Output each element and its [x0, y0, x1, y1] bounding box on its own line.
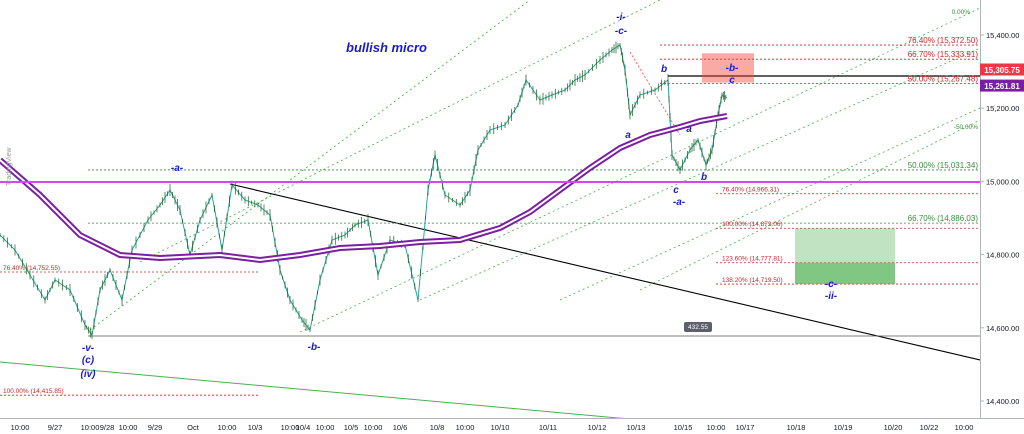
red-dashed-line: [629, 51, 681, 136]
ma-inner: [0, 115, 728, 262]
x-tick-label: 10/10: [491, 423, 510, 432]
wave-label: -b-: [308, 342, 321, 353]
x-axis-ticks: 10:00 9/27 10:00 9/28 10:00 9/29 Oct 10:00 10/3 1…: [11, 423, 974, 432]
x-tick-label: 10:00: [456, 423, 475, 432]
wave-label: c: [673, 185, 679, 196]
price-series: [0, 41, 728, 339]
small-labels: 0.00% -50.00% 432.55: [684, 9, 978, 332]
x-tick-label: 10:00: [955, 423, 974, 432]
wave-label: b: [701, 172, 707, 183]
wave-label: -a-: [171, 163, 184, 174]
price-tag-bg: [980, 63, 1024, 76]
wave-label: -v-: [82, 343, 95, 354]
wave-label: -c-: [825, 279, 838, 290]
wave-label: a: [686, 124, 692, 135]
x-tick-label: 10/5: [344, 423, 359, 432]
zones: [702, 53, 895, 285]
wave-label: -b-: [726, 63, 739, 74]
x-tick-label: 10:00: [316, 423, 335, 432]
black-trend-line: [229, 183, 980, 361]
wave-label: (iv): [81, 369, 97, 380]
y-axis-ticks: 15,400.00 15,200.00 15,000.00 14,800.00 14,6…: [980, 31, 1019, 406]
x-tick-label: 10/3: [248, 423, 263, 432]
fib-level-label: 66.70% (15,333.91): [908, 50, 979, 59]
y-tick-label: 15,200.00: [986, 104, 1019, 113]
annotation-title: bullish micro: [346, 40, 427, 55]
wave-labels: -i--c--a--v-(c)(iv)-b--b-cbaabc-a--c--ii…: [81, 12, 838, 380]
y-tick-label: 14,600.00: [986, 324, 1019, 333]
x-tick-label: 10/8: [430, 423, 445, 432]
x-tick-label: Oct: [187, 423, 200, 432]
x-tick-label: 10:00: [119, 423, 138, 432]
price-tag-label: 15,305.75: [984, 66, 1020, 75]
wave-label: c: [729, 75, 735, 86]
small-label: 0.00%: [952, 9, 971, 16]
x-tick-label: 9/29: [148, 423, 163, 432]
plot-area: [0, 0, 980, 418]
x-tick-label: 10:00: [81, 423, 100, 432]
small-label: 432.55: [688, 324, 708, 331]
y-tick-label: 14,800.00: [986, 251, 1019, 260]
fib-level-label: 76.40% (14,752.55): [3, 265, 60, 272]
small-label: -50.00%: [954, 124, 978, 131]
fib-level-label: 123.60% (14,777.81): [722, 256, 783, 263]
fib-level-label: 66.70% (14,886.03): [908, 214, 979, 223]
fib-level-label: 138.20% (14,719.50): [722, 277, 783, 284]
fib-level-label: 50.00% (15,267.48): [908, 75, 979, 84]
x-tick-label: 10/12: [588, 423, 607, 432]
x-tick-label: 10:00: [707, 423, 726, 432]
x-tick-label: 10/19: [834, 423, 853, 432]
measure-badge: [684, 322, 712, 332]
green-trend-line: [0, 361, 624, 418]
x-tick-label: 9/27: [48, 423, 63, 432]
price-tag-bg: [980, 79, 1024, 92]
x-tick-label: 10/18: [787, 423, 806, 432]
x-tick-label: 10/13: [627, 423, 646, 432]
wave-label: -i-: [616, 12, 626, 23]
x-tick-label: 10/15: [674, 423, 693, 432]
price-tags: 15,305.75 15,261.81: [980, 63, 1024, 92]
target-zone-lower: [795, 262, 895, 285]
wave-label: a: [625, 130, 631, 141]
fib-level-label: 76.40% (15,372.50): [908, 36, 979, 45]
watermark: TradingView: [6, 147, 13, 186]
resistance-zone: [702, 53, 754, 83]
wave-label: -c-: [615, 26, 628, 37]
price-tag-label: 15,261.81: [984, 82, 1020, 91]
fib-level-label: 76.40% (14,966.31): [722, 187, 779, 194]
fib-level-label: 50.00% (15,031.34): [908, 161, 979, 170]
wave-label: -ii-: [825, 291, 838, 302]
wave-label: -a-: [673, 197, 686, 208]
y-tick-label: 15,000.00: [986, 177, 1019, 186]
x-tick-label: 10:00: [364, 423, 383, 432]
x-tick-label: 10:00: [281, 423, 300, 432]
wave-label: (c): [82, 355, 95, 366]
fib-levels: 76.40% (15,372.50) 66.70% (15,333.91) 50.0…: [0, 36, 980, 396]
x-tick-label: 10/4: [296, 423, 311, 432]
x-tick-label: 10:00: [11, 423, 30, 432]
x-tick-label: 10/6: [393, 423, 408, 432]
x-tick-label: 10/22: [920, 423, 939, 432]
fib-level-label: 100.00% (14,415.85): [3, 388, 64, 395]
price-bars: [0, 41, 727, 339]
y-tick-label: 15,400.00: [986, 31, 1019, 40]
fib-level-label: 100.00% (14,872.06): [722, 221, 783, 228]
y-tick-label: 14,400.00: [986, 397, 1019, 406]
x-tick-label: 10/11: [539, 423, 557, 432]
target-zone-upper: [795, 228, 895, 263]
x-tick-label: 10/20: [884, 423, 903, 432]
wave-label: b: [661, 64, 667, 75]
x-tick-label: 10:00: [218, 423, 237, 432]
x-tick-label: 10/17: [736, 423, 755, 432]
x-tick-label: 9/28: [100, 423, 115, 432]
moving-average: [0, 113, 728, 264]
